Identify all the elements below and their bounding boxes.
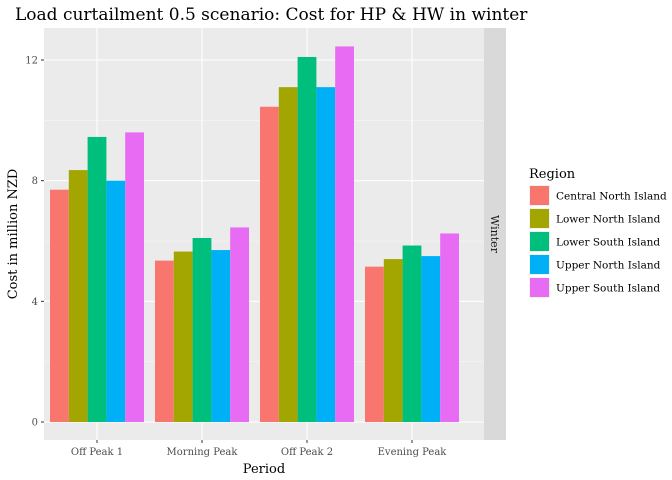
bar	[87, 136, 107, 423]
y-axis-title: Cost in million NZD	[6, 169, 21, 300]
facet-strip	[484, 28, 506, 440]
y-tick-label: 0	[32, 418, 38, 429]
legend-swatch	[530, 278, 549, 297]
bar	[125, 132, 144, 422]
bar	[402, 245, 422, 422]
chart-title: Load curtailment 0.5 scenario: Cost for …	[15, 5, 528, 25]
bar	[173, 251, 193, 422]
bar	[230, 227, 249, 422]
legend-label: Upper North Island	[556, 260, 661, 272]
bar	[260, 106, 279, 422]
legend-swatch	[530, 186, 549, 205]
bar	[192, 237, 212, 422]
x-axis-title: Period	[243, 462, 285, 477]
legend-label: Lower South Island	[556, 237, 660, 249]
y-tick-label: 4	[32, 297, 38, 308]
x-tick-label: Off Peak 2	[281, 447, 333, 458]
legend-label: Upper South Island	[556, 283, 660, 295]
x-axis: Off Peak 1 Morning Peak Off Peak 2 Evening …	[71, 440, 447, 458]
x-tick-label: Evening Peak	[378, 447, 448, 458]
y-tick-label: 8	[32, 176, 38, 187]
legend: Region Central North Island Lower North I…	[529, 167, 667, 298]
bars	[50, 46, 459, 423]
bar	[440, 233, 459, 422]
bar	[211, 250, 231, 422]
legend-label: Lower North Island	[556, 214, 661, 226]
y-axis: 0 4 8 12	[25, 56, 44, 429]
bar	[335, 46, 354, 423]
legend-title: Region	[529, 167, 576, 182]
legend-swatch	[530, 232, 549, 251]
bar	[383, 259, 403, 422]
bar	[155, 260, 174, 422]
facet-strip-label: Winter	[488, 215, 501, 254]
bar	[297, 56, 317, 422]
bar	[316, 87, 336, 423]
bar	[421, 256, 441, 422]
x-tick-label: Off Peak 1	[71, 447, 123, 458]
legend-swatch	[530, 209, 549, 228]
legend-swatch	[530, 255, 549, 274]
bar	[50, 189, 69, 422]
x-tick-label: Morning Peak	[167, 447, 239, 458]
bar	[106, 180, 126, 422]
legend-label: Central North Island	[556, 191, 667, 203]
bar	[278, 87, 298, 423]
y-tick-label: 12	[25, 56, 38, 67]
bar	[365, 266, 384, 422]
bar	[68, 170, 88, 422]
